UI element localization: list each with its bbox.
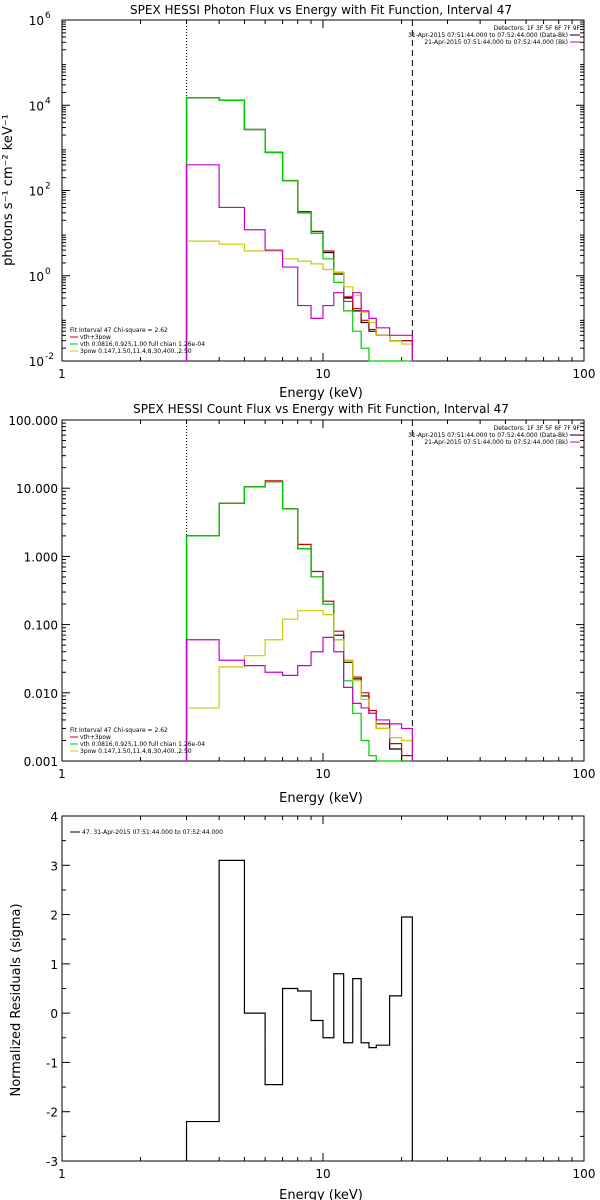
- legend-entry: vth 0.0816,0.925,1.00 full chian 1.26e-0…: [80, 741, 205, 748]
- photon-flux-panel: SPEX HESSI Photon Flux vs Energy with Fi…: [1, 3, 595, 401]
- legend-top: Detectors: 1F 3F 5F 6F 7F 9F31-Apr-2015 …: [408, 25, 580, 46]
- series-line-2: [185, 97, 413, 362]
- count-flux-xlabel: Energy (keV): [279, 791, 363, 806]
- legend-entry: 3pow 0.147,1.50,11.4,8.30,400.,2.50: [80, 748, 192, 755]
- y-tick-exponent: 2: [45, 182, 51, 192]
- legend-bottom: Fit Interval 47 Chi-square = 2.62vth+3po…: [70, 727, 205, 755]
- series-line-1: [185, 97, 413, 361]
- legend-entry: 31-Apr-2015 07:51:44.000 to 07:52:44.000…: [408, 432, 568, 439]
- y-tick-label: 10: [29, 99, 44, 113]
- series-line-0: [185, 97, 413, 361]
- legend-entry: 3pow 0.147,1.50,11.4,8.30,400.,2.50: [80, 348, 192, 355]
- count-flux-panel: SPEX HESSI Count Flux vs Energy with Fit…: [8, 402, 595, 806]
- legend-header: Fit Interval 47 Chi-square = 2.62: [70, 727, 168, 734]
- photon-flux-ylabel: photons s⁻¹ cm⁻² keV⁻¹: [1, 114, 16, 266]
- y-tick-label: 0.100: [24, 619, 58, 633]
- y-axis-ticks: -3 -2 -1 0 1 2 3 4: [46, 810, 584, 1169]
- residuals-ylabel: Normalized Residuals (sigma): [9, 903, 24, 1096]
- x-tick-label: 100: [573, 1167, 596, 1181]
- count-flux-title: SPEX HESSI Count Flux vs Energy with Fit…: [133, 402, 509, 416]
- x-tick-label: 1: [58, 1167, 66, 1181]
- legend-header: Fit Interval 47 Chi-square = 2.62: [70, 327, 168, 334]
- legend-top: 47. 31-Apr-2015 07:51:44.000 to 07:52:44…: [70, 829, 223, 836]
- x-axis-ticks: 1 10 100: [58, 816, 595, 1181]
- y-tick-exponent: 6: [45, 11, 51, 21]
- y-tick-label: 1.000: [24, 550, 58, 564]
- x-tick-label: 100: [573, 367, 596, 381]
- x-axis-ticks: 1 10 100: [58, 420, 595, 781]
- residuals-xlabel: Energy (keV): [279, 1188, 363, 1200]
- x-tick-label: 10: [315, 767, 330, 781]
- residuals-panel: Energy (keV) Normalized Residuals (sigma…: [9, 810, 595, 1200]
- legend-bottom: Fit Interval 47 Chi-square = 2.62vth+3po…: [70, 327, 205, 355]
- y-tick-label: 0: [50, 1007, 58, 1021]
- legend-top: Detectors: 1F 3F 5F 6F 7F 9F31-Apr-2015 …: [408, 425, 580, 446]
- legend-entry: 21-Apr-2015 07:51:44.000 to 07:52:44.000…: [424, 439, 568, 446]
- plot-frame: [61, 815, 585, 1162]
- x-tick-label: 10: [315, 1167, 330, 1181]
- series-line-4: [185, 636, 413, 761]
- series-line-1: [185, 480, 413, 761]
- x-axis-ticks: 1 10 100: [58, 20, 595, 381]
- y-tick-label: -1: [46, 1056, 58, 1070]
- x-tick-label: 100: [573, 767, 596, 781]
- legend-entry: 31-Apr-2015 07:51:44.000 to 07:52:44.000…: [408, 32, 568, 39]
- legend-header: Detectors: 1F 3F 5F 6F 7F 9F: [494, 425, 581, 432]
- series-line-0: [185, 480, 413, 762]
- y-axis-ticks: 0.001 0.010 0.100 1.000 10.000 100.000: [8, 414, 584, 769]
- y-tick-label: 0.001: [24, 755, 58, 769]
- y-tick-label: 10: [29, 14, 44, 28]
- legend-entry: 21-Apr-2015 07:51:44.000 to 07:52:44.000…: [424, 39, 568, 46]
- series-line-2: [185, 480, 413, 762]
- series-line-0: [185, 859, 413, 1161]
- y-tick-label: -2: [46, 1106, 58, 1120]
- y-tick-label: 3: [50, 859, 58, 873]
- series-line-3: [185, 240, 413, 361]
- y-tick-label: 4: [50, 810, 58, 824]
- y-tick-label: 1: [50, 958, 58, 972]
- x-tick-label: 1: [58, 767, 66, 781]
- y-tick-label: 10: [29, 185, 44, 199]
- y-tick-label: -3: [46, 1155, 58, 1169]
- series-line-4: [185, 164, 413, 361]
- y-tick-label: 100.000: [8, 414, 58, 428]
- y-tick-exponent: 4: [45, 96, 51, 106]
- y-tick-label: 10: [29, 355, 44, 369]
- legend-entry: vth+3pow: [80, 734, 111, 741]
- y-tick-exponent: 0: [45, 267, 51, 277]
- legend-header: Detectors: 1F 3F 5F 6F 7F 9F: [494, 25, 581, 32]
- legend-entry: vth 0.0816,0.925,1.00 full chian 1.26e-0…: [80, 341, 205, 348]
- x-tick-label: 1: [58, 367, 66, 381]
- y-tick-label: 0.010: [24, 687, 58, 701]
- series-line-3: [185, 610, 413, 761]
- legend-entry: 47. 31-Apr-2015 07:51:44.000 to 07:52:44…: [82, 829, 223, 836]
- y-tick-label: 10: [29, 270, 44, 284]
- photon-flux-title: SPEX HESSI Photon Flux vs Energy with Fi…: [130, 3, 512, 17]
- y-tick-label: 2: [50, 909, 58, 923]
- photon-flux-xlabel: Energy (keV): [279, 386, 363, 401]
- y-tick-exponent: -2: [45, 352, 54, 362]
- legend-entry: vth+3pow: [80, 334, 111, 341]
- y-tick-label: 10.000: [16, 482, 58, 496]
- x-tick-label: 10: [315, 367, 330, 381]
